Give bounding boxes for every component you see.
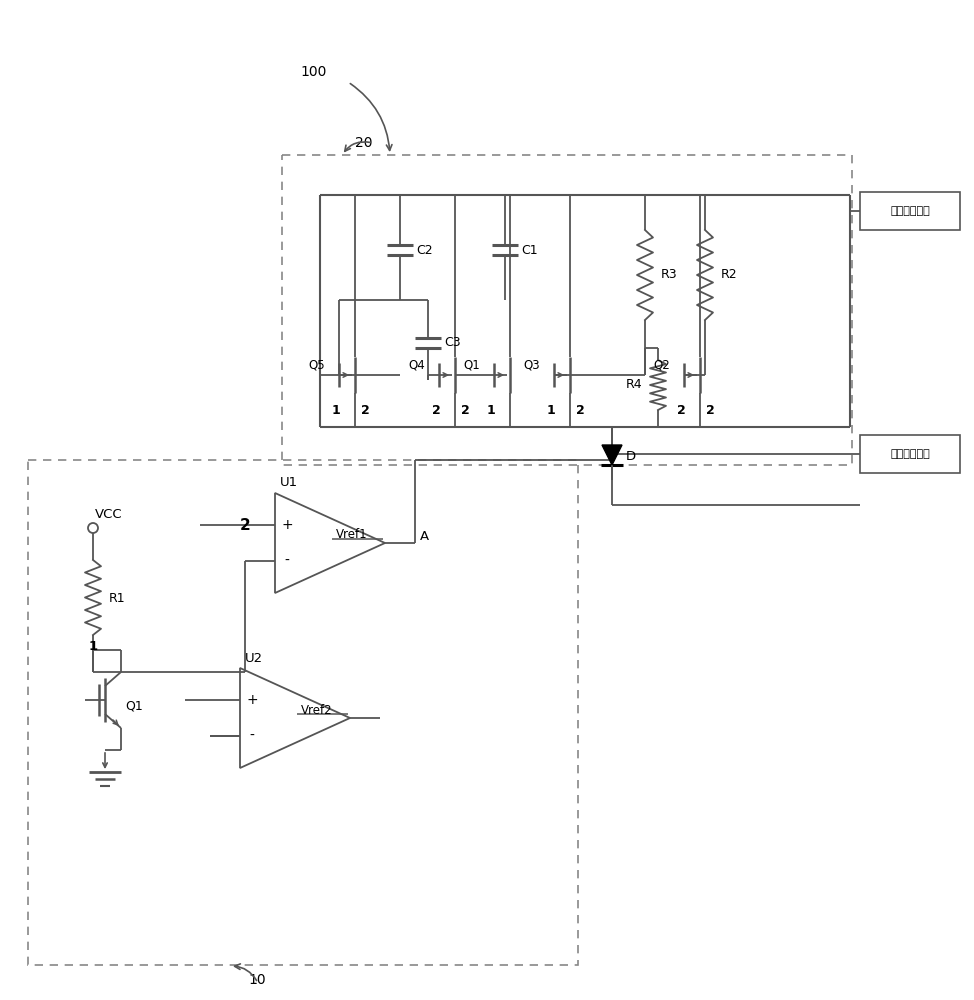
Text: -: - bbox=[249, 729, 254, 743]
Text: Q1: Q1 bbox=[125, 700, 143, 712]
Text: VCC: VCC bbox=[95, 508, 123, 522]
Text: U2: U2 bbox=[245, 652, 263, 664]
Text: R3: R3 bbox=[661, 268, 678, 282]
Bar bbox=[860, 435, 960, 473]
Text: -: - bbox=[284, 554, 289, 568]
Bar bbox=[282, 155, 852, 465]
Text: C2: C2 bbox=[416, 243, 432, 256]
Text: C1: C1 bbox=[521, 243, 538, 256]
Bar bbox=[860, 192, 960, 230]
Text: 1: 1 bbox=[546, 404, 555, 418]
Bar bbox=[28, 460, 578, 965]
Text: Q1: Q1 bbox=[464, 359, 480, 371]
Circle shape bbox=[88, 523, 98, 533]
Text: 2: 2 bbox=[576, 404, 584, 418]
Text: 1: 1 bbox=[487, 404, 496, 418]
Text: Q5: Q5 bbox=[309, 359, 325, 371]
Text: 2: 2 bbox=[677, 404, 686, 418]
Text: 变压器同名端: 变压器同名端 bbox=[890, 206, 930, 216]
Text: 2: 2 bbox=[431, 404, 440, 418]
Text: Vref1: Vref1 bbox=[336, 528, 367, 542]
Text: Vref2: Vref2 bbox=[301, 704, 333, 716]
Text: 10: 10 bbox=[248, 973, 266, 987]
Text: Q3: Q3 bbox=[524, 359, 541, 371]
Text: 100: 100 bbox=[300, 65, 326, 79]
Text: 2: 2 bbox=[705, 404, 714, 418]
Text: D: D bbox=[626, 450, 636, 464]
Text: R4: R4 bbox=[625, 378, 642, 391]
Text: A: A bbox=[420, 530, 430, 544]
Text: 2: 2 bbox=[240, 518, 250, 532]
Text: C3: C3 bbox=[444, 336, 461, 350]
Text: +: + bbox=[281, 518, 293, 532]
Text: Q2: Q2 bbox=[654, 359, 670, 371]
Text: R2: R2 bbox=[721, 268, 737, 282]
Text: 变压器异名端: 变压器异名端 bbox=[890, 449, 930, 459]
Polygon shape bbox=[602, 445, 622, 465]
Text: 1: 1 bbox=[89, 640, 97, 652]
Text: U1: U1 bbox=[280, 477, 298, 489]
Text: 2: 2 bbox=[360, 404, 369, 418]
Text: Q4: Q4 bbox=[409, 359, 426, 371]
Text: +: + bbox=[246, 693, 258, 707]
Text: 1: 1 bbox=[331, 404, 340, 418]
Text: 2: 2 bbox=[461, 404, 469, 418]
Text: R1: R1 bbox=[109, 591, 126, 604]
Text: 20: 20 bbox=[355, 136, 372, 150]
